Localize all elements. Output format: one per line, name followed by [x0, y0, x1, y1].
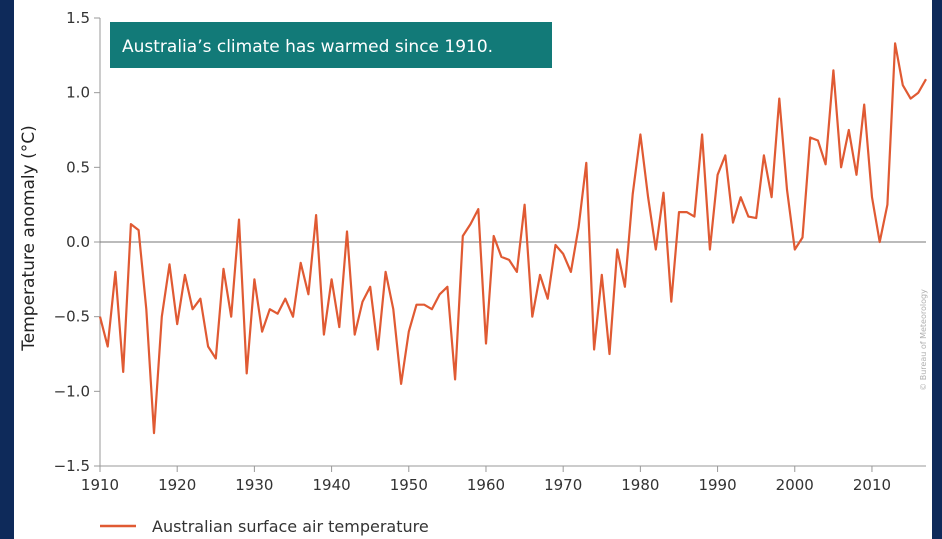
callout-box: Australia’s climate has warmed since 191… — [110, 22, 552, 68]
plot-area — [99, 18, 926, 467]
x-tick-label: 1980 — [621, 476, 659, 494]
x-tick-label: 1950 — [390, 476, 428, 494]
y-axis-label: Temperature anomaly (°C) — [19, 125, 39, 351]
y-axis-ticks: −1.5 −1.0 −0.5 0.0 0.5 1.0 1.5 — [54, 9, 100, 475]
x-tick-label: 1910 — [81, 476, 119, 494]
x-tick-label: 1970 — [544, 476, 582, 494]
y-tick-label: 1.0 — [66, 84, 90, 102]
x-axis-ticks: 1910 1920 1930 1940 1950 1960 1970 1980 1990 2000… — [81, 466, 891, 494]
x-tick-label: 2010 — [853, 476, 891, 494]
y-tick-label: 0.5 — [66, 158, 90, 176]
y-tick-label: 0.0 — [66, 233, 90, 251]
series-layer — [98, 42, 927, 435]
callout-text: Australia’s climate has warmed since 191… — [122, 37, 493, 57]
source-note: © Bureau of Meteorology — [919, 289, 928, 391]
legend-label: Australian surface air temperature — [152, 517, 429, 536]
y-tick-label: 1.5 — [66, 9, 90, 27]
x-tick-label: 1930 — [235, 476, 273, 494]
callout-background — [110, 22, 552, 68]
x-tick-label: 1940 — [312, 476, 350, 494]
y-tick-label: −1.5 — [54, 457, 90, 475]
legend: Australian surface air temperature — [100, 517, 429, 536]
x-tick-label: 2000 — [776, 476, 814, 494]
x-tick-label: 1960 — [467, 476, 505, 494]
chart-frame: −1.5 −1.0 −0.5 0.0 0.5 1.0 1.5 1910 1920 1930 194… — [14, 0, 932, 539]
x-tick-label: 1990 — [698, 476, 736, 494]
y-tick-label: −0.5 — [54, 308, 90, 326]
y-tick-label: −1.0 — [54, 382, 90, 400]
x-tick-label: 1920 — [158, 476, 196, 494]
series-line — [98, 42, 927, 435]
temperature-chart: −1.5 −1.0 −0.5 0.0 0.5 1.0 1.5 1910 1920 1930 194… — [19, 9, 928, 536]
